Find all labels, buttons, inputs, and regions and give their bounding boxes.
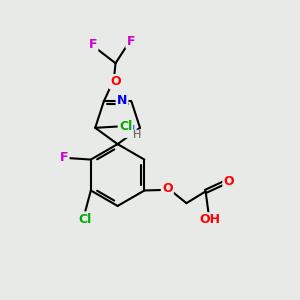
Text: F: F <box>127 34 135 48</box>
Text: OH: OH <box>200 213 220 226</box>
Text: O: O <box>110 75 121 88</box>
Text: F: F <box>88 38 97 52</box>
Text: H: H <box>133 130 141 140</box>
Text: O: O <box>162 182 173 195</box>
Text: F: F <box>60 151 68 164</box>
Text: Cl: Cl <box>119 120 132 133</box>
Text: Cl: Cl <box>78 212 92 226</box>
Text: N: N <box>117 94 127 106</box>
Text: N: N <box>124 124 135 137</box>
Text: O: O <box>224 176 234 188</box>
